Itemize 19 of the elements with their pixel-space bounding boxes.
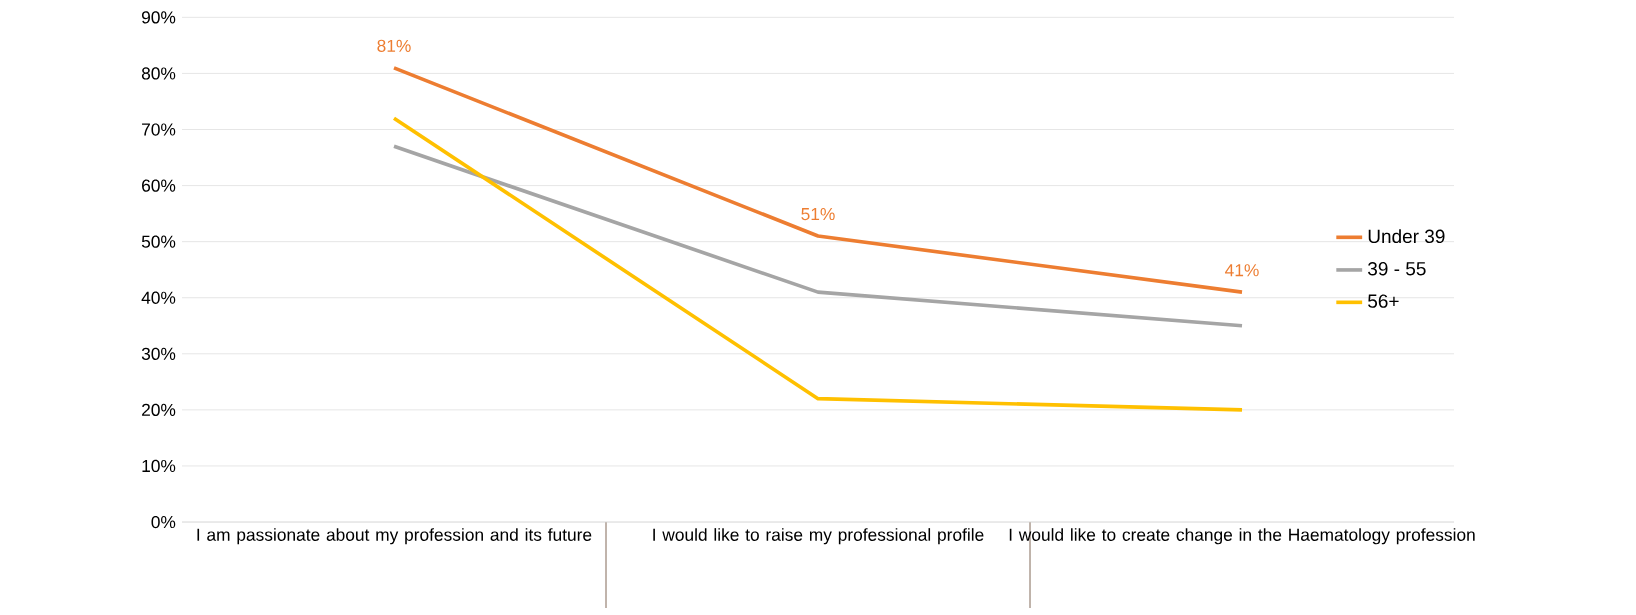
y-tick-label: 40% (141, 291, 176, 305)
y-tick-label: 70% (142, 123, 176, 136)
data-label: 41% (1225, 264, 1259, 277)
y-tick-label: 20% (142, 403, 176, 417)
x-tick-label: I would like to raise my professional profile (653, 528, 984, 545)
legend-label: 39 - 55 (1368, 262, 1426, 276)
data-label: 81% (377, 39, 411, 53)
y-tick-label: 10% (142, 460, 176, 473)
y-tick-label: 90% (141, 11, 176, 24)
legend-label: 56+ (1368, 294, 1399, 309)
y-tick-label: 60% (142, 179, 176, 192)
y-tick-label: 80% (141, 67, 176, 80)
data-label: 51% (801, 208, 835, 221)
y-tick-label: 30% (141, 347, 176, 361)
x-tick-label: I am passionate about my profession and its future (197, 528, 592, 545)
y-tick-label: 50% (141, 235, 176, 249)
x-tick-label: I would like to create change in the Haematology profession (1009, 528, 1475, 545)
legend-label: Under 39 (1368, 229, 1445, 244)
y-tick-label: 0% (151, 516, 176, 529)
